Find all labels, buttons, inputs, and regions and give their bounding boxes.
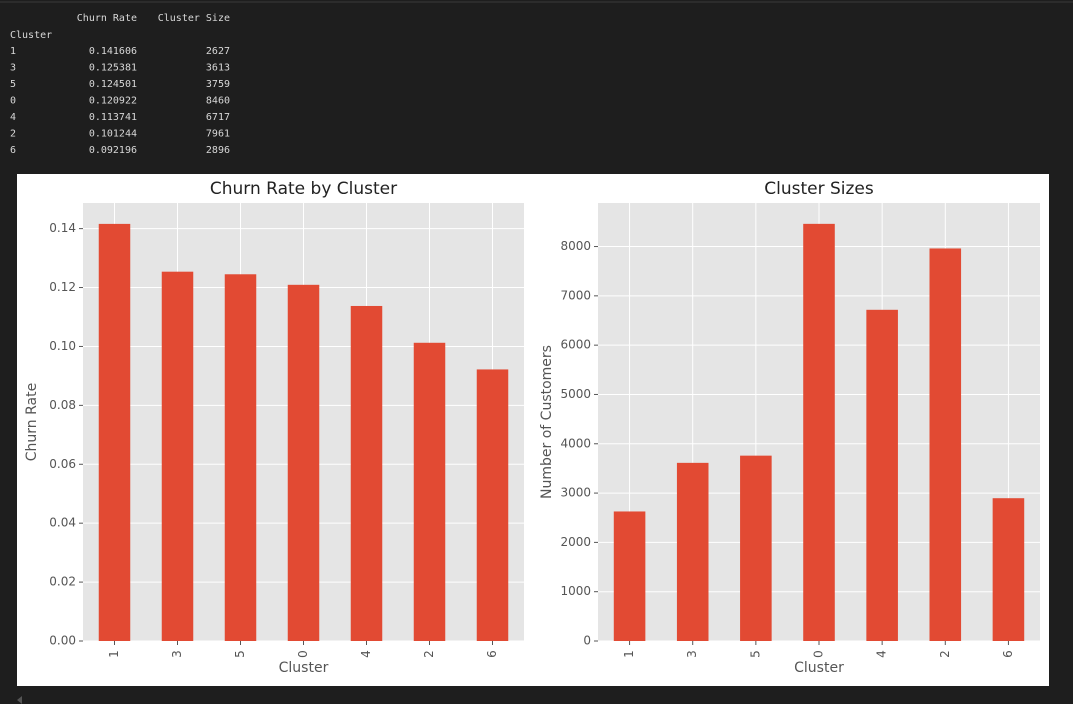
- table-cell: 6717: [206, 112, 230, 123]
- row-index: 0: [10, 96, 16, 107]
- x-tick-label: 0: [812, 650, 826, 658]
- bar: [350, 305, 383, 641]
- x-tick-label: 4: [359, 650, 373, 658]
- x-tick-label: 2: [938, 650, 952, 658]
- y-tick-label: 0.00: [49, 634, 76, 648]
- x-tick-label: 5: [748, 650, 762, 658]
- x-tick-label: 1: [107, 650, 121, 658]
- y-tick-label: 2000: [560, 535, 591, 549]
- table-cell: 0.124501: [89, 79, 137, 90]
- y-tick-label: 0.04: [49, 516, 76, 530]
- y-tick-label: 5000: [560, 387, 591, 401]
- scroll-arrow[interactable]: [17, 696, 22, 704]
- y-tick-label: 0.02: [49, 575, 76, 589]
- bar: [740, 455, 772, 641]
- y-tick-label: 0: [583, 634, 591, 648]
- column-header: Cluster Size: [158, 13, 230, 24]
- y-tick-label: 4000: [560, 436, 591, 450]
- x-tick-label: 2: [422, 650, 436, 658]
- table-cell: 2627: [206, 46, 230, 57]
- bar: [413, 342, 446, 641]
- y-tick-label: 0.06: [49, 457, 76, 471]
- row-index: 5: [10, 79, 16, 90]
- bar: [161, 271, 194, 641]
- column-header: Churn Rate: [77, 13, 137, 24]
- bar: [224, 274, 257, 641]
- y-tick-label: 0.14: [49, 221, 76, 235]
- table-cell: 0.101244: [89, 129, 137, 140]
- x-tick-label: 5: [233, 650, 247, 658]
- chart-title: Churn Rate by Cluster: [210, 179, 397, 199]
- y-tick-label: 3000: [560, 486, 591, 500]
- table-cell: 0.141606: [89, 46, 137, 57]
- bar: [476, 369, 509, 641]
- row-index: 6: [10, 145, 16, 156]
- bar: [803, 223, 835, 641]
- bar: [676, 462, 709, 641]
- bar: [929, 248, 962, 641]
- bar: [287, 284, 320, 641]
- y-axis-label: Number of Customers: [539, 345, 555, 499]
- x-tick-label: 6: [1001, 650, 1015, 658]
- x-tick-label: 4: [875, 650, 889, 658]
- y-tick-label: 0.08: [49, 398, 76, 412]
- bar: [98, 223, 131, 641]
- table-cell: 0.092196: [89, 145, 137, 156]
- table-cell: 3759: [206, 79, 230, 90]
- y-tick-label: 0.10: [49, 339, 76, 353]
- table-cell: 3613: [206, 63, 230, 74]
- table-cell: 7961: [206, 129, 230, 140]
- table-cell: 0.113741: [89, 112, 137, 123]
- y-tick-label: 0.12: [49, 280, 76, 294]
- bar: [613, 511, 646, 641]
- x-tick-label: 6: [485, 650, 499, 658]
- row-index: 4: [10, 112, 16, 123]
- x-tick-label: 1: [622, 650, 636, 658]
- row-index: 1: [10, 46, 16, 57]
- row-index: 3: [10, 63, 16, 74]
- y-tick-label: 8000: [560, 239, 591, 253]
- y-tick-label: 1000: [560, 584, 591, 598]
- bar: [992, 498, 1025, 641]
- y-tick-label: 6000: [560, 338, 591, 352]
- x-tick-label: 3: [685, 650, 699, 658]
- table-cell: 0.120922: [89, 96, 137, 107]
- bar: [866, 309, 898, 641]
- y-axis-label: Churn Rate: [24, 383, 40, 461]
- x-axis-label: Cluster: [279, 660, 329, 676]
- index-name: Cluster: [10, 30, 52, 41]
- table-cell: 8460: [206, 96, 230, 107]
- x-axis-label: Cluster: [794, 660, 844, 676]
- x-tick-label: 0: [296, 650, 310, 658]
- row-index: 2: [10, 129, 16, 140]
- table-cell: 2896: [206, 145, 230, 156]
- table-cell: 0.125381: [89, 63, 137, 74]
- y-tick-label: 7000: [560, 288, 591, 302]
- chart-title: Cluster Sizes: [764, 179, 874, 199]
- x-tick-label: 3: [170, 650, 184, 658]
